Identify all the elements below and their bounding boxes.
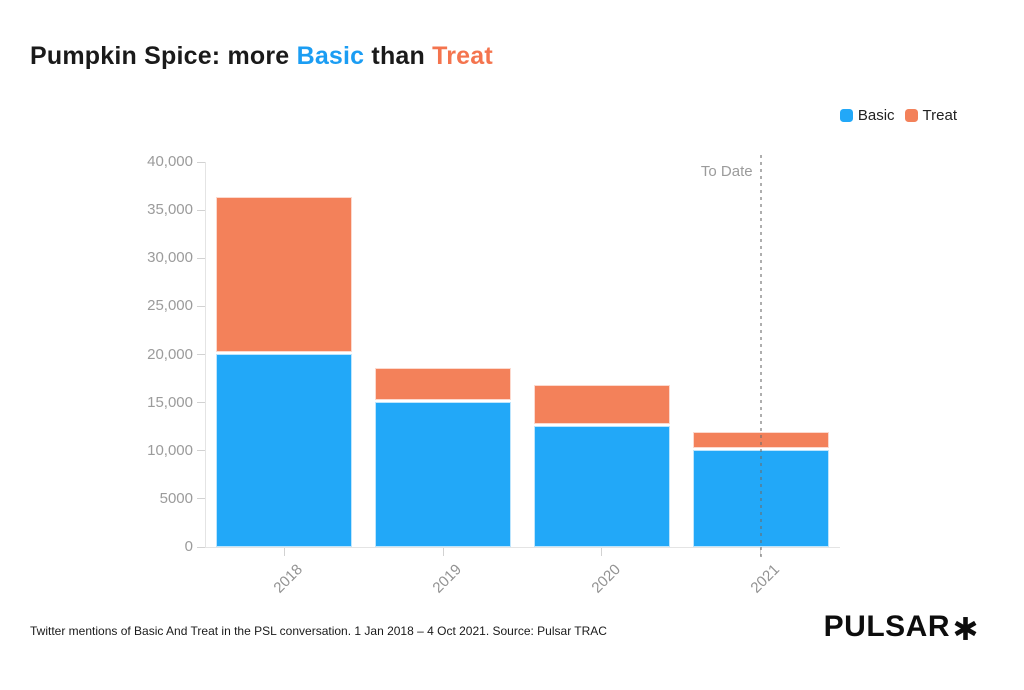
- y-axis-tick: [197, 402, 205, 404]
- plot-area: 40,000 35,000 30,000 25,000 20,000 15,000 10,0…: [147, 153, 840, 597]
- x-axis-label-2020: 2020: [588, 561, 624, 597]
- y-axis-tick-label: 30,000: [147, 249, 193, 267]
- y-axis-tick-label: 35,000: [147, 201, 193, 219]
- legend-label-treat: Treat: [922, 107, 957, 124]
- y-axis-tick-label: 0: [184, 538, 193, 555]
- y-axis-tick: [197, 498, 205, 500]
- chart-title: Pumpkin Spice: more Basic than Treat: [30, 42, 493, 71]
- pulsar-logo-text: PULSAR: [823, 610, 950, 643]
- x-axis-tick: [442, 548, 444, 556]
- x-axis-tick: [283, 548, 285, 556]
- x-axis-line: [205, 547, 840, 548]
- x-axis-label-2021: 2021: [747, 561, 783, 597]
- bar-segment-basic-2020: [533, 425, 670, 547]
- y-axis-tick-label: 20,000: [147, 345, 193, 363]
- y-axis-tick-label: 15,000: [147, 393, 193, 411]
- bar-segment-treat-2018: [216, 196, 353, 352]
- y-axis-tick: [197, 450, 205, 452]
- treat-swatch-icon: [904, 109, 918, 122]
- basic-swatch-icon: [839, 109, 853, 122]
- bar-segment-basic-2018: [216, 353, 353, 547]
- asterisk-icon: [953, 616, 978, 641]
- bar-segment-treat-2019: [375, 367, 512, 400]
- chart-title-prefix: Pumpkin Spice: more: [30, 42, 297, 70]
- y-axis-tick-label: 5000: [159, 489, 193, 507]
- chart-title-mid: than: [364, 42, 433, 70]
- y-axis-tick-label: 25,000: [147, 297, 193, 315]
- x-axis-label-2018: 2018: [270, 561, 307, 597]
- chart-title-basic: Basic: [296, 42, 365, 70]
- y-axis-tick: [197, 354, 205, 355]
- to-date-label: To Date: [700, 163, 753, 180]
- y-axis-tick: [197, 161, 205, 163]
- y-axis-tick: [197, 209, 205, 211]
- bar-segment-basic-2019: [375, 401, 512, 547]
- pulsar-logo: PULSAR: [824, 610, 978, 644]
- y-axis-tick: [197, 305, 205, 307]
- y-axis-tick-label: 40,000: [147, 153, 193, 170]
- y-axis-tick-label: 10,000: [147, 441, 193, 459]
- y-axis-tick: [197, 257, 205, 259]
- chart-caption: Twitter mentions of Basic And Treat in t…: [30, 624, 607, 638]
- y-axis-line: [205, 162, 206, 547]
- legend-item-basic[interactable]: Basic: [839, 107, 895, 124]
- y-axis-tick: [197, 546, 205, 548]
- bar-segment-treat-2020: [533, 385, 670, 424]
- legend-item-treat[interactable]: Treat: [904, 107, 957, 124]
- chart-title-treat: Treat: [432, 42, 493, 70]
- x-axis-tick: [601, 548, 603, 556]
- to-date-dotted-line: [759, 155, 762, 559]
- legend-label-basic: Basic: [857, 107, 895, 124]
- legend: Basic Treat: [839, 107, 957, 124]
- x-axis-label-2019: 2019: [429, 561, 466, 597]
